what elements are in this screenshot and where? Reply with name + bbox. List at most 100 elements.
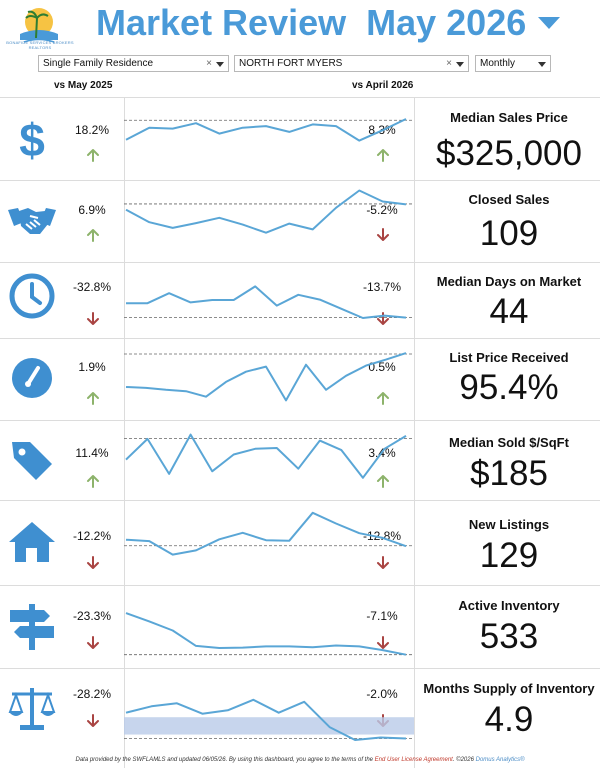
mom-change: -2.0% <box>366 687 398 701</box>
sparkline-closed-sales <box>124 189 414 234</box>
chevron-down-icon[interactable] <box>456 62 464 67</box>
metric-value: 4.9 <box>484 700 534 739</box>
arrow-up-icon <box>87 149 99 162</box>
brand-logo <box>20 8 58 43</box>
divider <box>0 500 600 501</box>
arrow-up-icon <box>87 229 99 242</box>
metric-title: New Listings <box>468 517 550 532</box>
sparkline-series <box>125 433 407 479</box>
yoy-change: 18.2% <box>74 123 110 137</box>
clear-icon[interactable]: × <box>206 58 212 69</box>
sparkline-series <box>125 698 407 741</box>
yoy-change: -23.3% <box>72 609 112 623</box>
yoy-change: 1.9% <box>78 360 106 374</box>
divider <box>0 420 600 421</box>
signpost-icon <box>10 604 54 650</box>
divider <box>0 97 600 98</box>
metric-title: Median Days on Market <box>436 274 582 289</box>
metric-value: $185 <box>470 454 548 493</box>
area-value: NORTH FORT MYERS <box>239 58 343 69</box>
yoy-change: 11.4% <box>75 446 109 460</box>
metric-value: $325,000 <box>436 134 582 173</box>
price-tag-icon <box>12 442 52 480</box>
supply-band <box>124 717 414 735</box>
clock-icon <box>9 273 55 319</box>
metric-title: Active Inventory <box>458 598 560 613</box>
metric-title: Closed Sales <box>468 192 550 207</box>
metric-value: 44 <box>489 292 529 331</box>
footer-text: . ©2026 <box>452 757 476 763</box>
page-title: Market Review May 2026 <box>96 2 527 43</box>
footer-text: Data provided by the SWFLAMLS and update… <box>75 757 375 763</box>
dollar-icon: $ <box>19 114 45 164</box>
mom-change: -13.7% <box>362 280 402 294</box>
sparkline-months-supply <box>124 698 414 741</box>
arrow-up-icon <box>87 392 99 405</box>
metric-value: 533 <box>479 617 539 656</box>
handshake-icon <box>8 208 56 234</box>
period-select[interactable]: Monthly <box>475 55 551 72</box>
divider <box>0 180 600 181</box>
sparkline-series <box>125 511 407 556</box>
yoy-change: -12.2% <box>72 529 112 543</box>
metric-value: 129 <box>479 536 539 575</box>
period-dropdown-icon[interactable] <box>538 17 560 29</box>
arrow-up-icon <box>87 475 99 488</box>
eula-link[interactable]: End User License Agreement <box>374 757 453 763</box>
gauge-icon <box>12 358 52 398</box>
divider <box>0 668 600 669</box>
domus-link[interactable]: Domus Analytics® <box>475 757 525 763</box>
sparkline-list-price-received <box>124 352 414 402</box>
metric-value: 109 <box>479 214 539 253</box>
property-type-select[interactable]: Single Family Residence × <box>38 55 229 72</box>
arrow-down-icon <box>87 556 99 569</box>
divider <box>0 262 600 263</box>
yoy-change: 6.9% <box>78 203 106 217</box>
arrow-down-icon <box>377 228 389 241</box>
sparkline-median-sold-per-sqft <box>124 433 414 479</box>
mom-change: -5.2% <box>366 203 398 217</box>
sparkline-median-sales-price <box>124 118 414 142</box>
arrow-up-icon <box>377 392 389 405</box>
divider <box>0 338 600 339</box>
arrow-down-icon <box>87 636 99 649</box>
arrow-down-icon <box>87 714 99 727</box>
arrow-down-icon <box>377 556 389 569</box>
chevron-down-icon[interactable] <box>538 62 546 67</box>
chevron-down-icon[interactable] <box>216 62 224 67</box>
arrow-up-icon <box>377 149 389 162</box>
vs-month-header: vs April 2026 <box>352 80 414 91</box>
vs-year-header: vs May 2025 <box>54 80 113 91</box>
footer-note: Data provided by the SWFLAMLS and update… <box>0 757 600 763</box>
arrow-down-icon <box>87 312 99 325</box>
sparkline-series <box>125 189 407 234</box>
brand-logo-text: BONAFIDE SERVICES BROKERS REALTORS <box>6 40 74 50</box>
divider <box>0 585 600 586</box>
clear-icon[interactable]: × <box>446 58 452 69</box>
metric-title: List Price Received <box>449 350 569 365</box>
property-type-value: Single Family Residence <box>43 58 154 69</box>
svg-text:$: $ <box>19 114 45 164</box>
yoy-change: -28.2% <box>72 687 112 701</box>
arrow-down-icon <box>377 636 389 649</box>
mom-change: -7.1% <box>366 609 398 623</box>
sparkline-median-days-on-market <box>124 285 414 319</box>
house-icon <box>9 522 55 562</box>
metric-title: Median Sold $/SqFt <box>449 435 569 450</box>
mom-change: -12.8% <box>362 529 402 543</box>
scales-icon <box>8 688 56 730</box>
arrow-up-icon <box>377 475 389 488</box>
yoy-change: -32.8% <box>72 280 112 294</box>
divider <box>414 98 415 768</box>
period-value: Monthly <box>480 58 516 69</box>
sparkline-series <box>125 118 407 142</box>
metric-value: 95.4% <box>459 368 559 407</box>
metric-title: Months Supply of Inventory <box>423 681 595 696</box>
sparkline-active-inventory <box>124 612 414 656</box>
sparkline-new-listings <box>124 511 414 556</box>
sparkline-series <box>125 352 407 402</box>
sparkline-series <box>125 612 407 656</box>
divider <box>124 98 125 768</box>
sparkline-series <box>126 285 407 319</box>
area-select[interactable]: NORTH FORT MYERS × <box>234 55 469 72</box>
